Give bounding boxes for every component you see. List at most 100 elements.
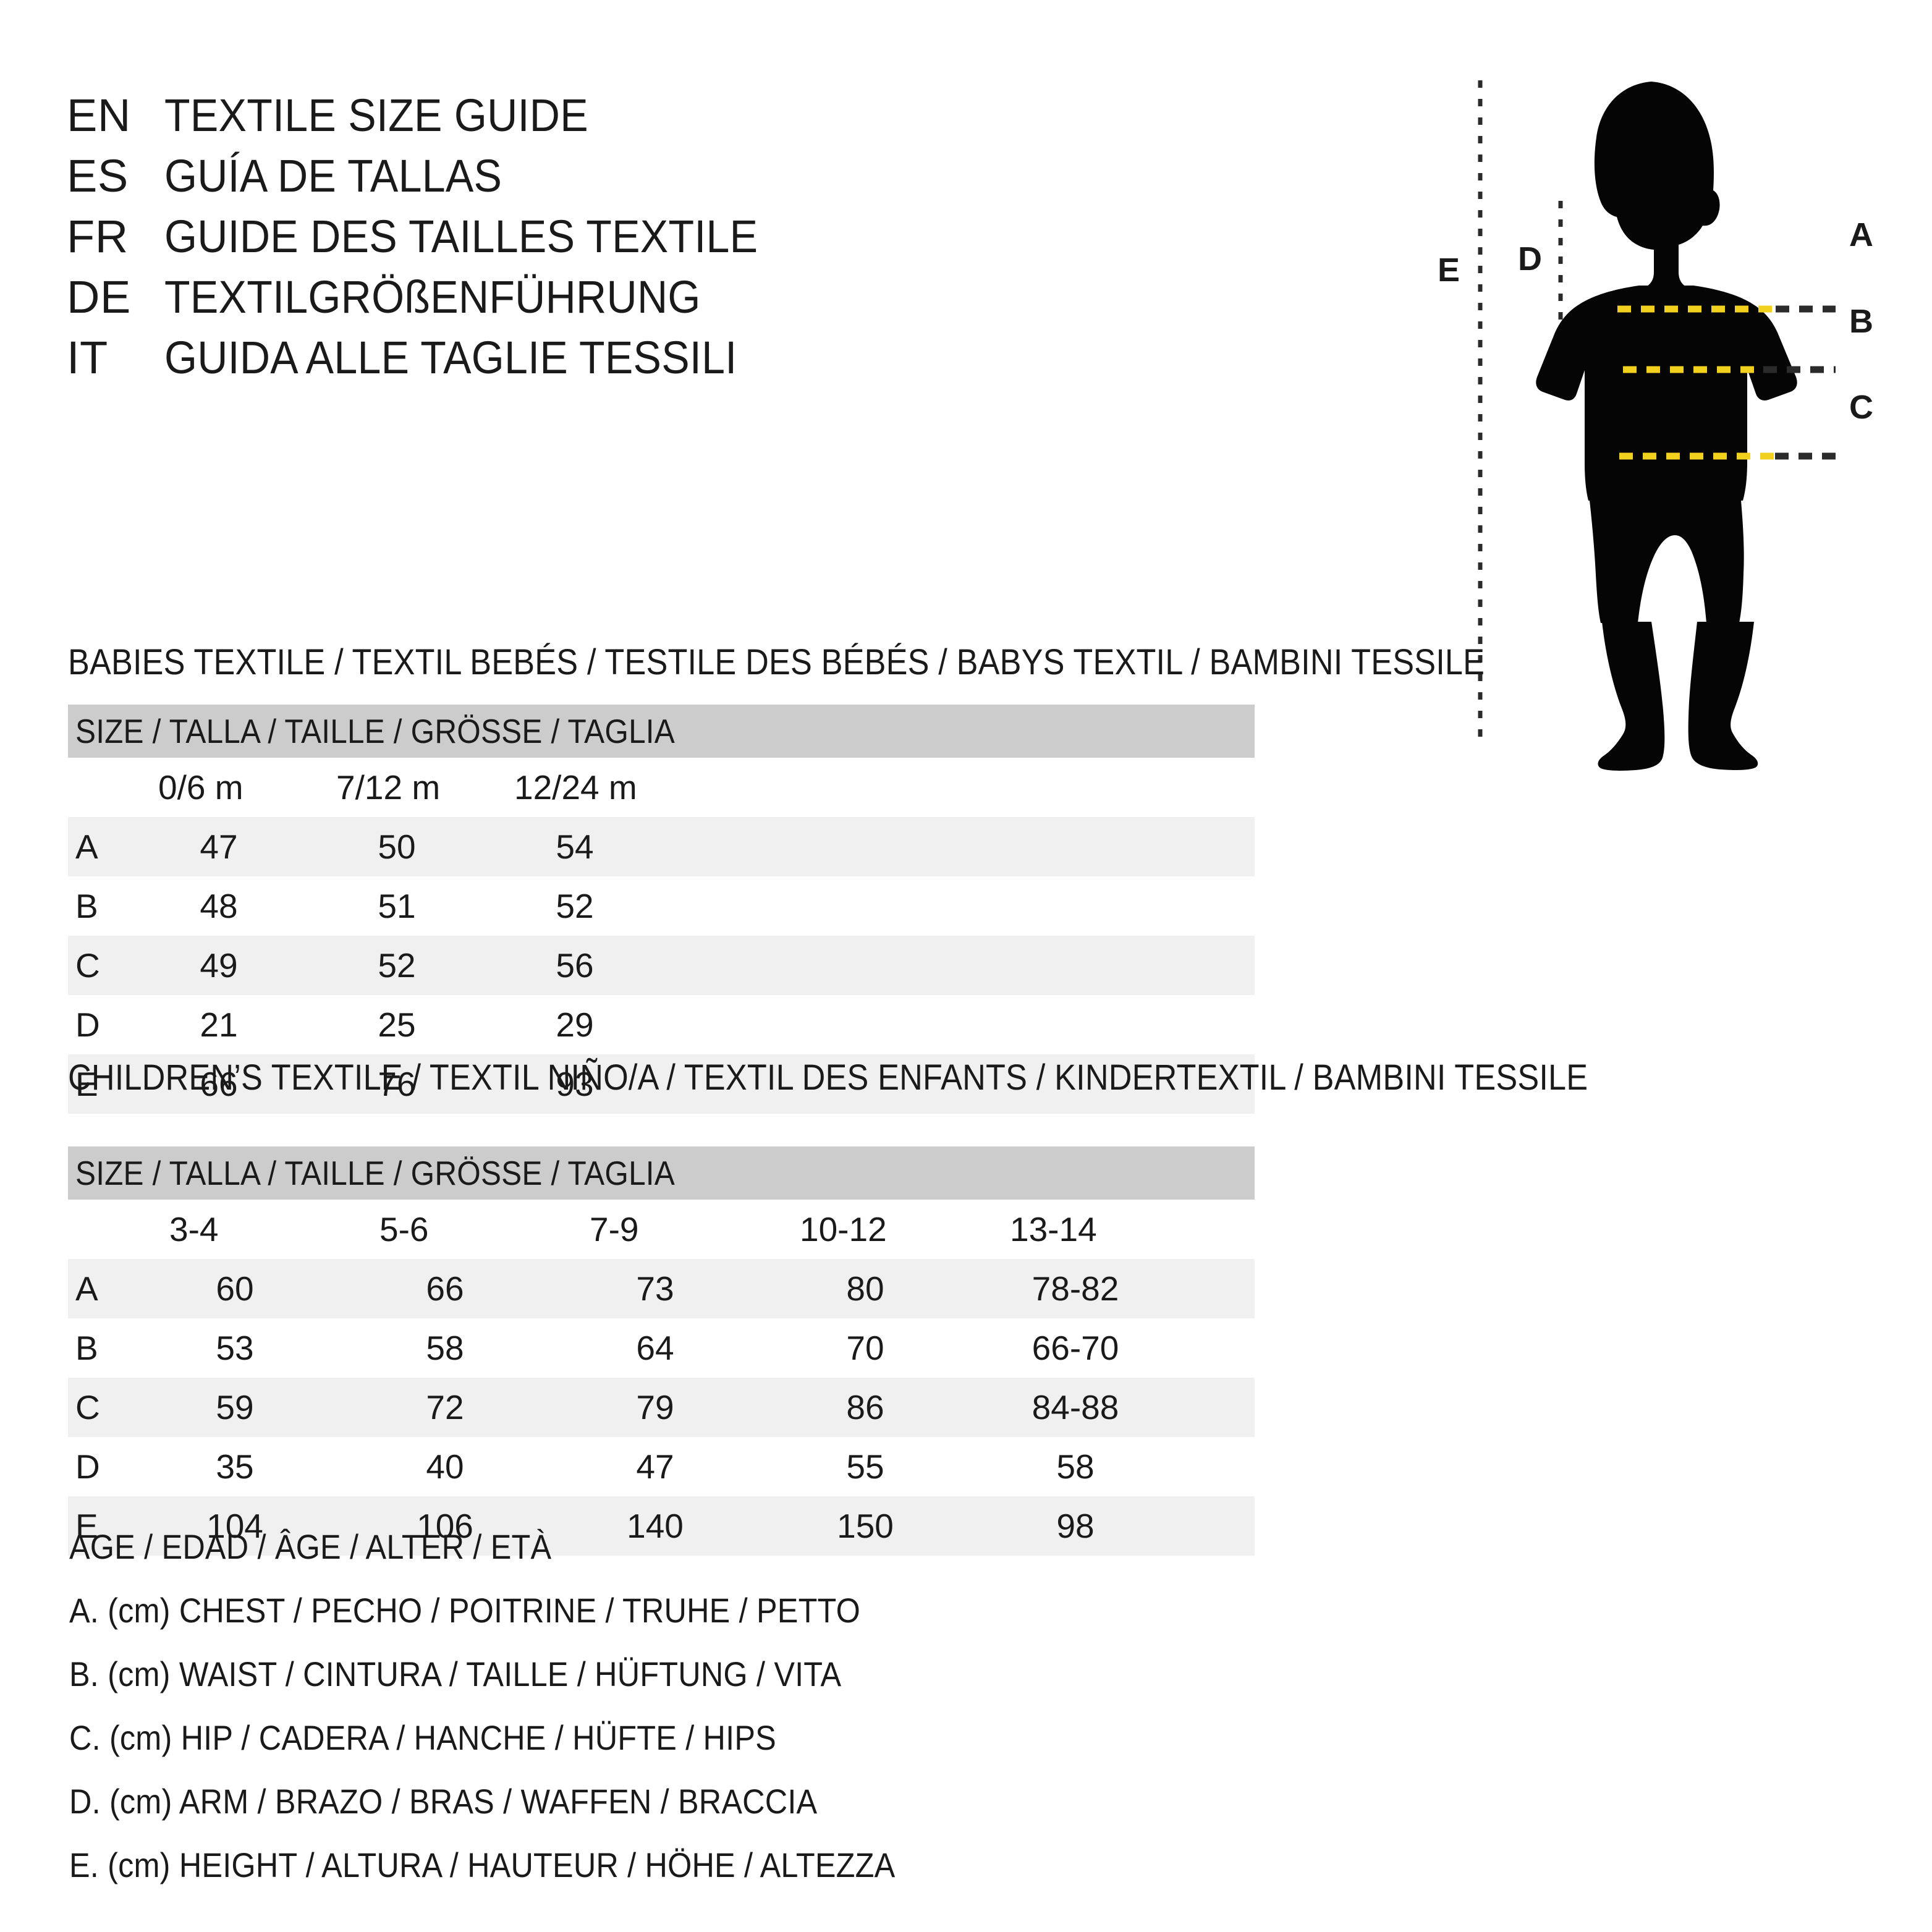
babies-cell-b-2: 52 — [556, 886, 594, 925]
dimension-label-e: E — [1438, 252, 1460, 289]
children-row-label-a: A — [75, 1269, 98, 1308]
children-cell-b-2: 64 — [636, 1328, 674, 1367]
language-title-fr: GUIDE DES TAILLES TEXTILE — [164, 211, 758, 262]
children-cell-b-3: 70 — [846, 1328, 884, 1367]
babies-cell-c-0: 49 — [200, 946, 238, 985]
babies-cell-a-0: 47 — [200, 827, 238, 866]
babies-cell-d-0: 21 — [200, 1005, 238, 1044]
children-cell-b-4: 66-70 — [1032, 1328, 1119, 1367]
legend-line-b-waist: B. (cm) WAIST / CINTURA / TAILLE / HÜFTU… — [69, 1654, 842, 1693]
babies-cell-b-1: 51 — [378, 886, 416, 925]
babies-column-header-2: 12/24 m — [514, 768, 637, 807]
legend-line-c-hip: C. (cm) HIP / CADERA / HANCHE / HÜFTE / … — [69, 1718, 776, 1757]
children-cell-c-3: 86 — [846, 1388, 884, 1426]
babies-cell-a-1: 50 — [378, 827, 416, 866]
children-row-label-b: B — [75, 1328, 98, 1367]
language-title-en: TEXTILE SIZE GUIDE — [164, 90, 588, 141]
children-table-header-bar: SIZE / TALLA / TAILLE / GRÖSSE / TAGLIA — [68, 1146, 1255, 1200]
language-code-de: DE — [67, 271, 131, 323]
children-cell-e-2: 140 — [627, 1506, 684, 1545]
table-row: E 104 106 140 150 98 — [68, 1496, 1255, 1556]
measurement-diagram: E D A B C — [1409, 68, 1916, 773]
children-cell-a-1: 66 — [426, 1269, 464, 1308]
babies-cell-a-2: 54 — [556, 827, 594, 866]
children-cell-d-4: 58 — [1056, 1447, 1095, 1486]
language-header-block: EN TEXTILE SIZE GUIDE ES GUÍA DE TALLAS … — [67, 93, 1241, 396]
children-row-label-e: E — [75, 1506, 98, 1545]
children-cell-c-4: 84-88 — [1032, 1388, 1119, 1426]
legend-heading-age: AGE / EDAD / ÂGE / ALTER / ETÀ — [69, 1527, 552, 1566]
children-cell-e-3: 150 — [837, 1506, 894, 1545]
children-cell-b-0: 53 — [216, 1328, 254, 1367]
children-cell-d-0: 35 — [216, 1447, 254, 1486]
babies-row-label-c: C — [75, 946, 100, 985]
babies-column-header-0: 0/6 m — [158, 768, 244, 807]
babies-cell-d-2: 29 — [556, 1005, 594, 1044]
dimension-label-c: C — [1849, 389, 1873, 426]
language-row-en: EN TEXTILE SIZE GUIDE — [67, 93, 1241, 153]
children-cell-d-1: 40 — [426, 1447, 464, 1486]
children-cell-d-2: 47 — [636, 1447, 674, 1486]
dimension-label-b: B — [1849, 303, 1873, 340]
language-row-es: ES GUÍA DE TALLAS — [67, 153, 1241, 214]
dimension-label-a: A — [1849, 216, 1873, 253]
babies-cell-b-0: 48 — [200, 886, 238, 925]
babies-cell-c-1: 52 — [378, 946, 416, 985]
language-code-en: EN — [67, 90, 131, 141]
children-cell-e-4: 98 — [1056, 1506, 1095, 1545]
children-column-header-1: 5-6 — [379, 1210, 429, 1248]
table-row: D 21 25 29 — [68, 995, 1255, 1054]
children-cell-a-3: 80 — [846, 1269, 884, 1308]
language-code-es: ES — [67, 150, 129, 201]
babies-row-label-e: E — [75, 1064, 98, 1103]
babies-column-header-row: 0/6 m 7/12 m 12/24 m — [68, 758, 1255, 817]
dimension-label-d: D — [1518, 240, 1542, 278]
children-row-label-c: C — [75, 1388, 100, 1426]
babies-row-label-d: D — [75, 1005, 100, 1044]
table-row: B 53 58 64 70 66-70 — [68, 1318, 1255, 1378]
children-cell-a-2: 73 — [636, 1269, 674, 1308]
babies-row-label-b: B — [75, 886, 98, 925]
babies-row-label-a: A — [75, 827, 98, 866]
legend-line-d-arm: D. (cm) ARM / BRAZO / BRAS / WAFFEN / BR… — [69, 1782, 818, 1821]
children-column-header-row: 3-4 5-6 7-9 10-12 13-14 — [68, 1200, 1255, 1259]
table-row: A 60 66 73 80 78-82 — [68, 1259, 1255, 1318]
table-row: D 35 40 47 55 58 — [68, 1437, 1255, 1496]
babies-table-header-bar: SIZE / TALLA / TAILLE / GRÖSSE / TAGLIA — [68, 705, 1255, 758]
language-row-fr: FR GUIDE DES TAILLES TEXTILE — [67, 214, 1241, 274]
children-cell-d-3: 55 — [846, 1447, 884, 1486]
language-code-fr: FR — [67, 211, 129, 262]
children-size-table: SIZE / TALLA / TAILLE / GRÖSSE / TAGLIA … — [68, 1146, 1255, 1556]
children-cell-a-0: 60 — [216, 1269, 254, 1308]
child-silhouette — [1536, 82, 1797, 771]
babies-cell-c-2: 56 — [556, 946, 594, 985]
children-row-label-d: D — [75, 1447, 100, 1486]
babies-section-title: BABIES TEXTILE / TEXTIL BEBÉS / TESTILE … — [68, 642, 1485, 682]
children-cell-c-1: 72 — [426, 1388, 464, 1426]
table-row: E 66 76 93 — [68, 1054, 1255, 1114]
children-column-header-2: 7-9 — [590, 1210, 639, 1248]
children-cell-c-2: 79 — [636, 1388, 674, 1426]
babies-cell-e-2: 93 — [556, 1064, 594, 1103]
table-row: A 47 50 54 — [68, 817, 1255, 876]
children-cell-b-1: 58 — [426, 1328, 464, 1367]
language-code-it: IT — [67, 332, 108, 383]
language-row-de: DE TEXTILGRÖßENFÜHRUNG — [67, 274, 1241, 335]
children-cell-c-0: 59 — [216, 1388, 254, 1426]
legend-line-a-chest: A. (cm) CHEST / PECHO / POITRINE / TRUHE… — [69, 1591, 860, 1630]
language-title-it: GUIDA ALLE TAGLIE TESSILI — [164, 332, 737, 383]
legend-line-e-height: E. (cm) HEIGHT / ALTURA / HAUTEUR / HÖHE… — [69, 1845, 896, 1884]
babies-cell-e-1: 76 — [378, 1064, 416, 1103]
babies-size-table: SIZE / TALLA / TAILLE / GRÖSSE / TAGLIA … — [68, 705, 1255, 1114]
children-cell-e-1: 106 — [417, 1506, 473, 1545]
children-cell-e-0: 104 — [206, 1506, 263, 1545]
children-section-title: CHILDREN’S TEXTILE / TEXTIL NIÑO/A / TEX… — [68, 1057, 1588, 1098]
children-column-header-0: 3-4 — [169, 1210, 219, 1248]
babies-table-header-label: SIZE / TALLA / TAILLE / GRÖSSE / TAGLIA — [75, 712, 675, 750]
babies-cell-d-1: 25 — [378, 1005, 416, 1044]
children-cell-a-4: 78-82 — [1032, 1269, 1119, 1308]
language-title-de: TEXTILGRÖßENFÜHRUNG — [164, 271, 701, 323]
children-column-header-3: 10-12 — [800, 1210, 887, 1248]
table-row: C 49 52 56 — [68, 936, 1255, 995]
